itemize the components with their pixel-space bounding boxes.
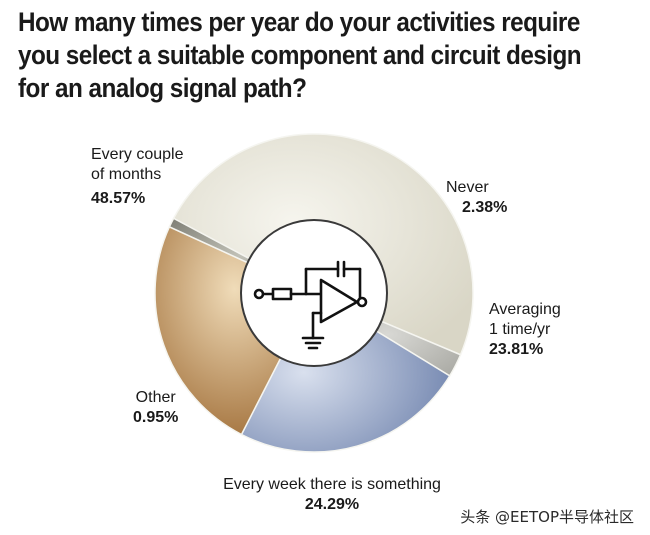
slice-averaging-1-time-yr: [240, 291, 451, 453]
value-averaging-1-time-yr: 23.81%: [489, 341, 544, 358]
value-every-week: 24.29%: [304, 496, 360, 513]
label-never-text: Never: [446, 179, 489, 196]
label-never: Never 2.38%: [446, 178, 507, 218]
label-averaging-line-2: 1 time/yr: [489, 321, 551, 338]
value-other: 0.95%: [133, 409, 179, 426]
chart-title: How many times per year do your activiti…: [18, 6, 582, 105]
title-line-2: you select a suitable component and circ…: [18, 40, 582, 70]
title-line-3: for an analog signal path?: [18, 73, 307, 103]
title-line-1: How many times per year do your activiti…: [18, 7, 580, 37]
label-every-couple-line-1: Every couple: [91, 146, 184, 163]
value-every-couple-of-months: 48.57%: [91, 190, 146, 207]
op-amp-integrator-icon: [253, 260, 368, 350]
label-other: Other 0.95%: [133, 388, 178, 428]
label-other-text: Other: [135, 389, 176, 406]
label-every-week-text: Every week there is something: [223, 476, 441, 493]
label-averaging-1-time-yr: Averaging 1 time/yr 23.81%: [489, 300, 561, 360]
watermark: 头条 @EETOP半导体社区: [460, 508, 634, 526]
label-every-week: Every week there is something 24.29%: [207, 475, 457, 515]
label-every-couple-line-2: of months: [91, 166, 162, 183]
label-averaging-line-1: Averaging: [489, 301, 561, 318]
label-every-couple-of-months: Every couple of months 48.57%: [91, 145, 184, 209]
value-never: 2.38%: [462, 199, 508, 216]
